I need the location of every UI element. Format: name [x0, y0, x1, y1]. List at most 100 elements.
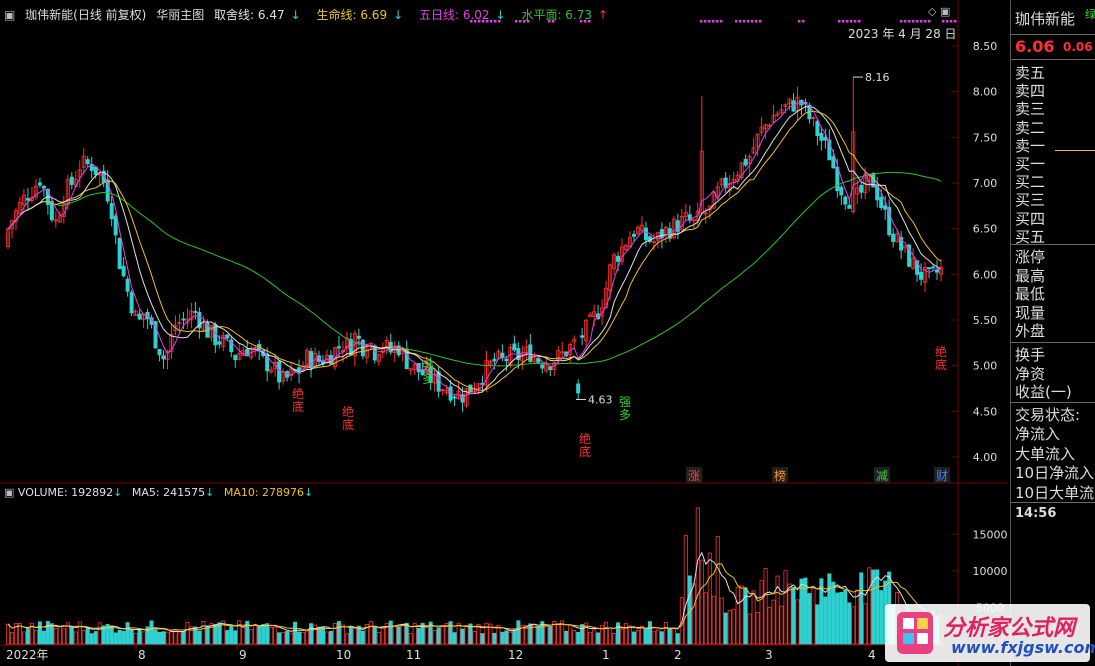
candle-body: [69, 176, 74, 185]
kline-chart[interactable]: 8.50 8.00 7.50 7.00 6.50 6.00 5.50 5.00 4.50 4.00…: [0, 0, 1008, 666]
volume-bar: [819, 578, 824, 645]
purple-dots: [470, 20, 957, 23]
indicator-name[interactable]: 华丽主图: [156, 8, 205, 22]
volume-bar: [41, 630, 46, 645]
candle-body: [53, 219, 58, 222]
candle: [13, 207, 18, 230]
volume-bar: [384, 623, 389, 645]
volume-bar: [647, 621, 652, 645]
candle-body: [588, 314, 593, 318]
volume-bar: [735, 586, 740, 645]
chart-menu-icon[interactable]: ▣: [4, 8, 16, 22]
header-controls[interactable]: ◇ ▣: [928, 5, 951, 18]
volume-bar: [324, 631, 329, 645]
volume-bar: [161, 631, 166, 645]
candle-body: [827, 139, 832, 161]
candle: [49, 196, 54, 223]
candle-body: [129, 291, 134, 314]
candle-body: [209, 325, 214, 338]
candle-body: [93, 166, 98, 176]
dot: [743, 20, 746, 23]
candle: [77, 160, 82, 188]
candle: [309, 347, 314, 378]
dot: [954, 20, 957, 23]
price-tick-label: 8.50: [973, 40, 998, 53]
candle-body: [919, 271, 924, 280]
volume-bar: [452, 632, 457, 645]
volume-bar: [711, 595, 716, 645]
candle-body: [747, 156, 752, 164]
candle: [225, 333, 230, 340]
candle-body: [651, 241, 656, 244]
book-row-9: 买五: [1015, 227, 1046, 246]
volume-bar: [755, 612, 760, 645]
stat-c-0: 交易状态:: [1015, 406, 1081, 424]
candle: [185, 308, 190, 329]
dot: [735, 20, 738, 23]
candle: [89, 156, 94, 179]
candle-body: [783, 104, 788, 107]
volume-bar: [109, 625, 114, 645]
candle: [899, 231, 904, 260]
candle-body: [356, 335, 361, 339]
volume-bar: [739, 585, 744, 645]
volume-bar: [21, 631, 26, 645]
candle-body: [41, 186, 46, 189]
chart-area[interactable]: 8.50 8.00 7.50 7.00 6.50 6.00 5.50 5.00 4.50 4.00…: [0, 0, 1008, 666]
bg: [0, 0, 1008, 666]
candle-body: [731, 179, 736, 184]
volume-bar: [285, 630, 290, 645]
candle-body: [309, 351, 314, 368]
volume-bar: [117, 629, 122, 645]
candle-body: [13, 210, 18, 222]
volume-bar: [249, 629, 254, 645]
volume-bar: [675, 633, 680, 645]
candle-body: [197, 312, 202, 329]
candle: [612, 252, 617, 276]
candle-body: [584, 319, 589, 342]
date-label: 11: [406, 648, 421, 662]
candle-body: [763, 124, 768, 130]
volume-bar: [683, 535, 688, 645]
volume-bar: [217, 622, 222, 645]
candle: [384, 336, 389, 355]
candle-body: [185, 318, 190, 324]
volume-bar: [871, 569, 876, 645]
candle-body: [436, 371, 441, 392]
volume-bar: [512, 629, 517, 645]
candle: [584, 319, 589, 348]
volume-bar: [751, 590, 756, 645]
candle: [691, 218, 696, 229]
candle-body: [33, 185, 38, 198]
volume-bar: [787, 583, 792, 645]
candle-body: [927, 267, 932, 270]
volume-bar: [376, 631, 381, 645]
volume-bar: [281, 631, 286, 645]
volume-bar: [265, 623, 270, 645]
candle-body: [711, 191, 716, 209]
volume-bar: [847, 602, 852, 645]
candle: [25, 188, 30, 211]
candle-body: [907, 244, 912, 267]
candle: [81, 147, 86, 175]
candle: [819, 127, 824, 151]
volume-bar: [408, 633, 413, 645]
event-tag-bg: [934, 467, 950, 483]
side-price: 6.06: [1015, 37, 1055, 56]
candle-body: [488, 360, 493, 365]
candle: [839, 184, 844, 205]
candle: [643, 221, 648, 247]
candle-body: [863, 177, 868, 194]
volume-bar: [101, 625, 106, 645]
candle: [727, 174, 732, 197]
price-tick-label: 4.00: [973, 451, 998, 464]
candle: [544, 356, 549, 373]
candle: [452, 394, 457, 406]
volume-bar: [835, 592, 840, 645]
volume-menu-icon[interactable]: ▣: [4, 486, 15, 499]
candle-body: [879, 196, 884, 208]
candle-body: [245, 348, 250, 357]
volume-bar: [13, 623, 18, 645]
candle: [935, 259, 940, 281]
volume-bar: [61, 628, 66, 645]
